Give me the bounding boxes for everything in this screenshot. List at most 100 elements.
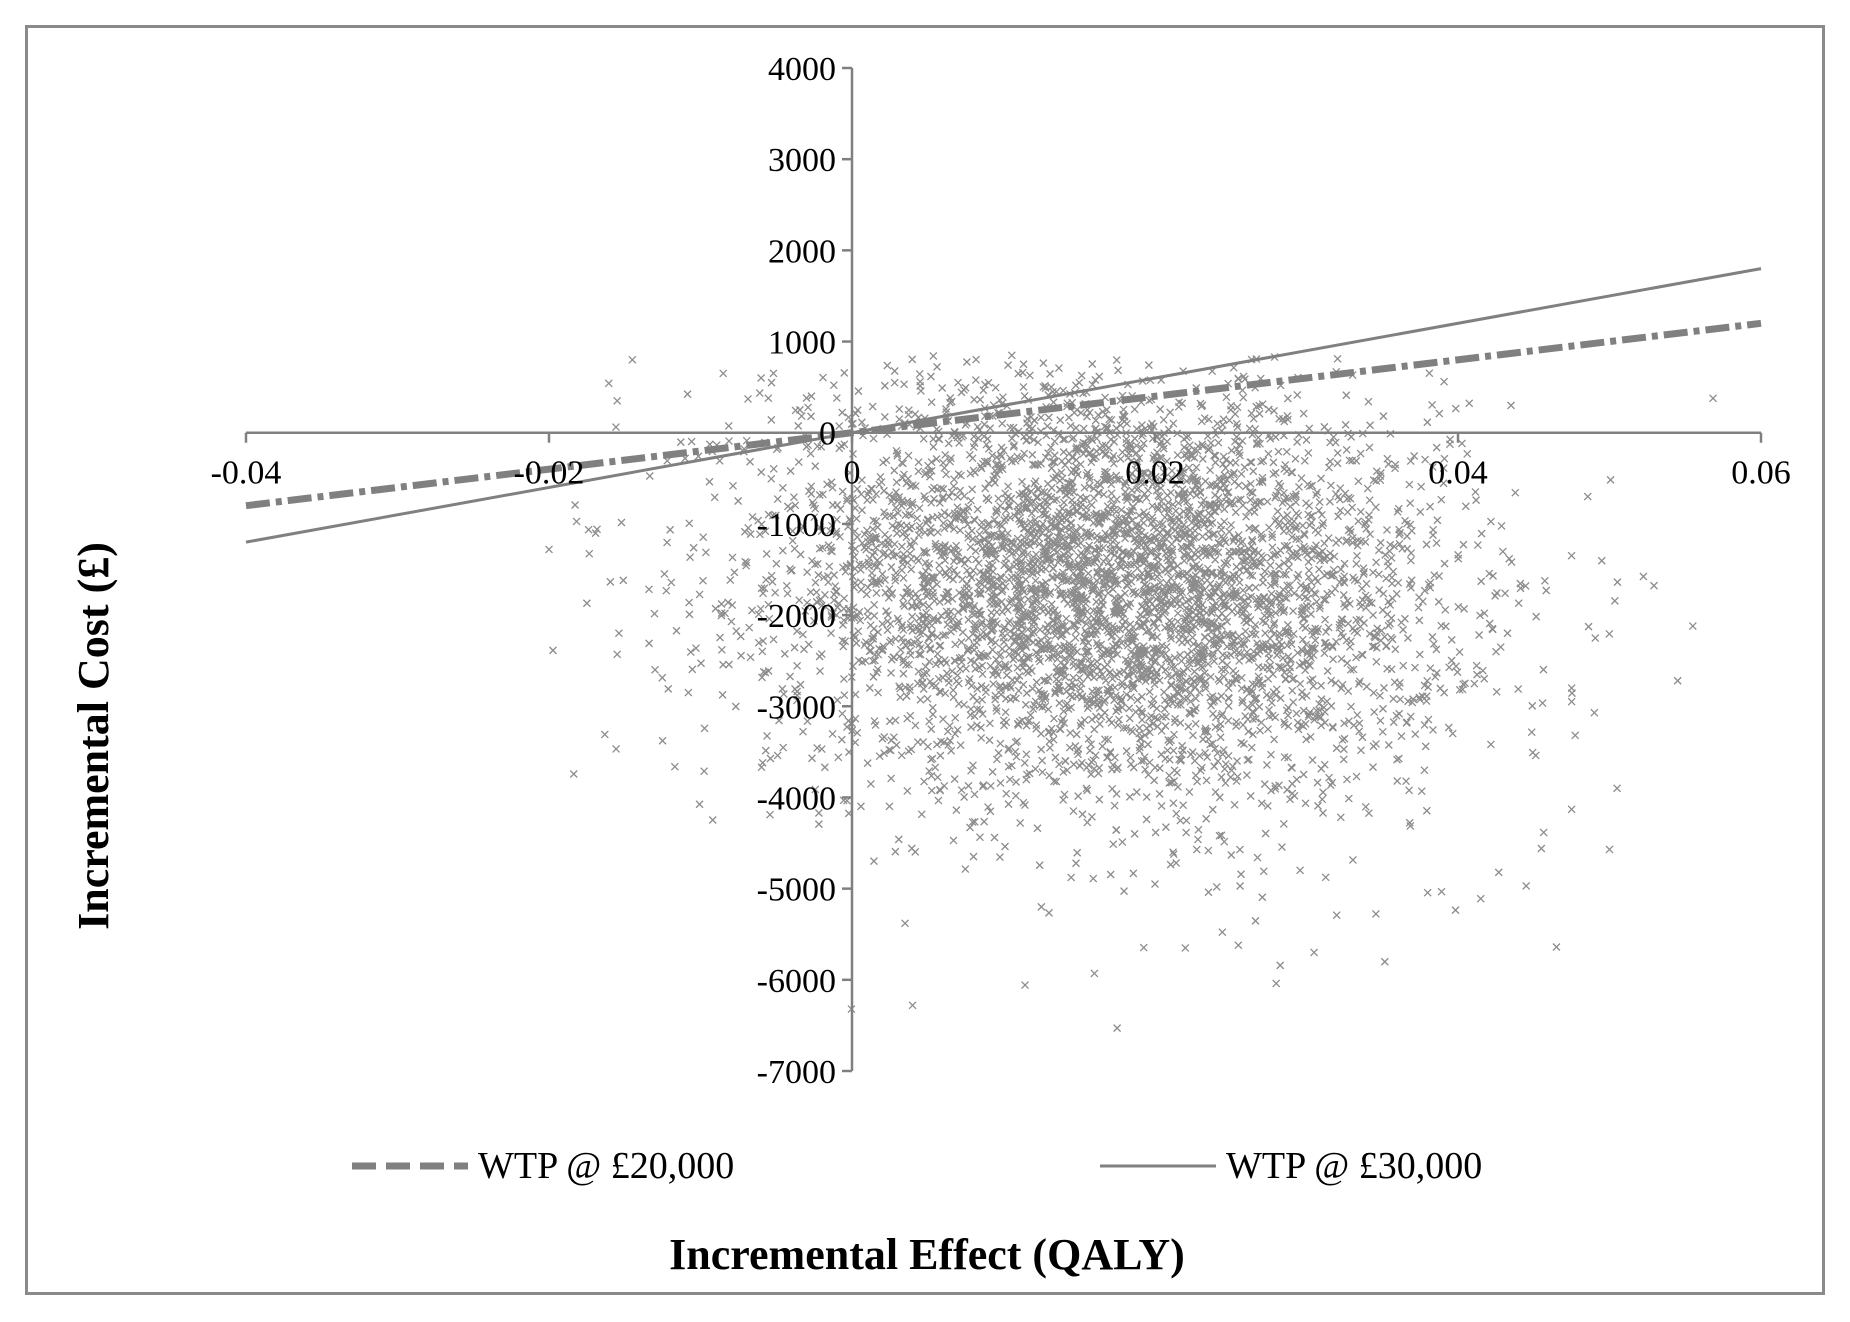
data-point xyxy=(786,564,794,573)
data-point xyxy=(1292,709,1301,718)
data-point xyxy=(1029,638,1038,647)
data-point xyxy=(1116,454,1125,463)
data-point xyxy=(645,639,654,648)
data-point xyxy=(916,695,925,704)
data-point xyxy=(1156,405,1165,414)
data-point xyxy=(1507,401,1515,410)
data-point xyxy=(1321,615,1330,624)
data-point xyxy=(998,419,1007,428)
data-point xyxy=(901,919,909,928)
data-point xyxy=(1066,421,1075,430)
data-point xyxy=(940,463,949,472)
data-point xyxy=(664,684,673,693)
data-point xyxy=(786,672,795,681)
data-point xyxy=(943,727,952,736)
data-point xyxy=(942,470,951,479)
data-point xyxy=(1151,880,1159,889)
data-point xyxy=(571,501,580,509)
data-point xyxy=(1155,789,1164,798)
data-point xyxy=(1435,409,1444,418)
data-point xyxy=(1194,835,1202,844)
data-point xyxy=(1284,711,1292,720)
data-point xyxy=(1235,845,1244,854)
data-point xyxy=(982,494,991,503)
data-point xyxy=(1446,435,1455,444)
data-point xyxy=(1104,589,1113,597)
data-point xyxy=(1271,608,1280,617)
data-point xyxy=(614,629,623,638)
data-point xyxy=(1268,543,1277,552)
data-point xyxy=(1271,433,1280,442)
data-point xyxy=(1397,732,1406,741)
data-point xyxy=(1370,708,1379,716)
data-point xyxy=(967,573,976,582)
data-point xyxy=(968,818,977,827)
data-point xyxy=(771,588,780,597)
data-point xyxy=(1035,657,1044,666)
data-point xyxy=(1043,479,1052,488)
data-point xyxy=(719,369,728,378)
data-point xyxy=(686,553,695,562)
data-point xyxy=(754,610,763,619)
data-point xyxy=(897,542,906,551)
data-point xyxy=(1369,568,1377,577)
data-point xyxy=(1426,502,1435,511)
data-point xyxy=(1470,679,1479,688)
data-point xyxy=(887,563,896,571)
data-point xyxy=(700,767,709,776)
data-point xyxy=(1258,893,1267,902)
x-tick-label: 0.04 xyxy=(1428,455,1488,492)
data-point xyxy=(1447,635,1456,644)
data-point xyxy=(1077,658,1086,667)
data-point xyxy=(1403,634,1412,642)
data-point xyxy=(1195,688,1204,697)
data-point xyxy=(957,638,966,647)
data-point xyxy=(1298,621,1307,630)
data-point xyxy=(1022,689,1031,698)
data-point xyxy=(1269,458,1278,467)
data-point xyxy=(1583,492,1592,501)
data-point xyxy=(1382,574,1391,583)
data-point xyxy=(986,781,995,790)
data-point xyxy=(585,549,594,558)
data-point xyxy=(919,434,928,443)
data-point xyxy=(1077,408,1085,417)
data-point xyxy=(686,648,695,657)
data-point xyxy=(1186,750,1195,759)
data-point xyxy=(1673,676,1682,685)
data-point xyxy=(1233,757,1242,765)
data-point xyxy=(1461,679,1470,688)
data-point xyxy=(817,745,826,754)
data-point xyxy=(1259,456,1268,465)
data-point xyxy=(1219,460,1227,469)
data-point xyxy=(582,599,591,608)
data-point xyxy=(1182,575,1191,584)
data-point xyxy=(969,852,978,861)
data-point xyxy=(1277,843,1286,852)
data-point xyxy=(938,384,947,392)
data-point xyxy=(1305,566,1313,575)
data-point xyxy=(904,747,913,756)
data-point xyxy=(1280,559,1289,568)
data-point xyxy=(813,559,822,568)
data-point xyxy=(935,561,944,570)
data-point xyxy=(1230,437,1239,446)
data-point xyxy=(1090,725,1099,734)
data-point xyxy=(1219,415,1228,424)
data-point xyxy=(1369,763,1377,772)
data-point xyxy=(907,565,916,574)
data-point xyxy=(1224,716,1233,725)
data-point xyxy=(1480,674,1489,683)
data-point xyxy=(717,645,726,654)
data-point xyxy=(1054,583,1063,592)
data-point xyxy=(1056,416,1065,425)
data-point xyxy=(1069,760,1078,769)
data-point xyxy=(1034,533,1043,542)
data-point xyxy=(992,755,1001,764)
data-point xyxy=(1311,526,1320,535)
data-point xyxy=(899,669,908,678)
data-point xyxy=(957,786,966,795)
data-point xyxy=(1021,981,1029,990)
data-point xyxy=(885,802,894,811)
data-point xyxy=(953,492,962,501)
